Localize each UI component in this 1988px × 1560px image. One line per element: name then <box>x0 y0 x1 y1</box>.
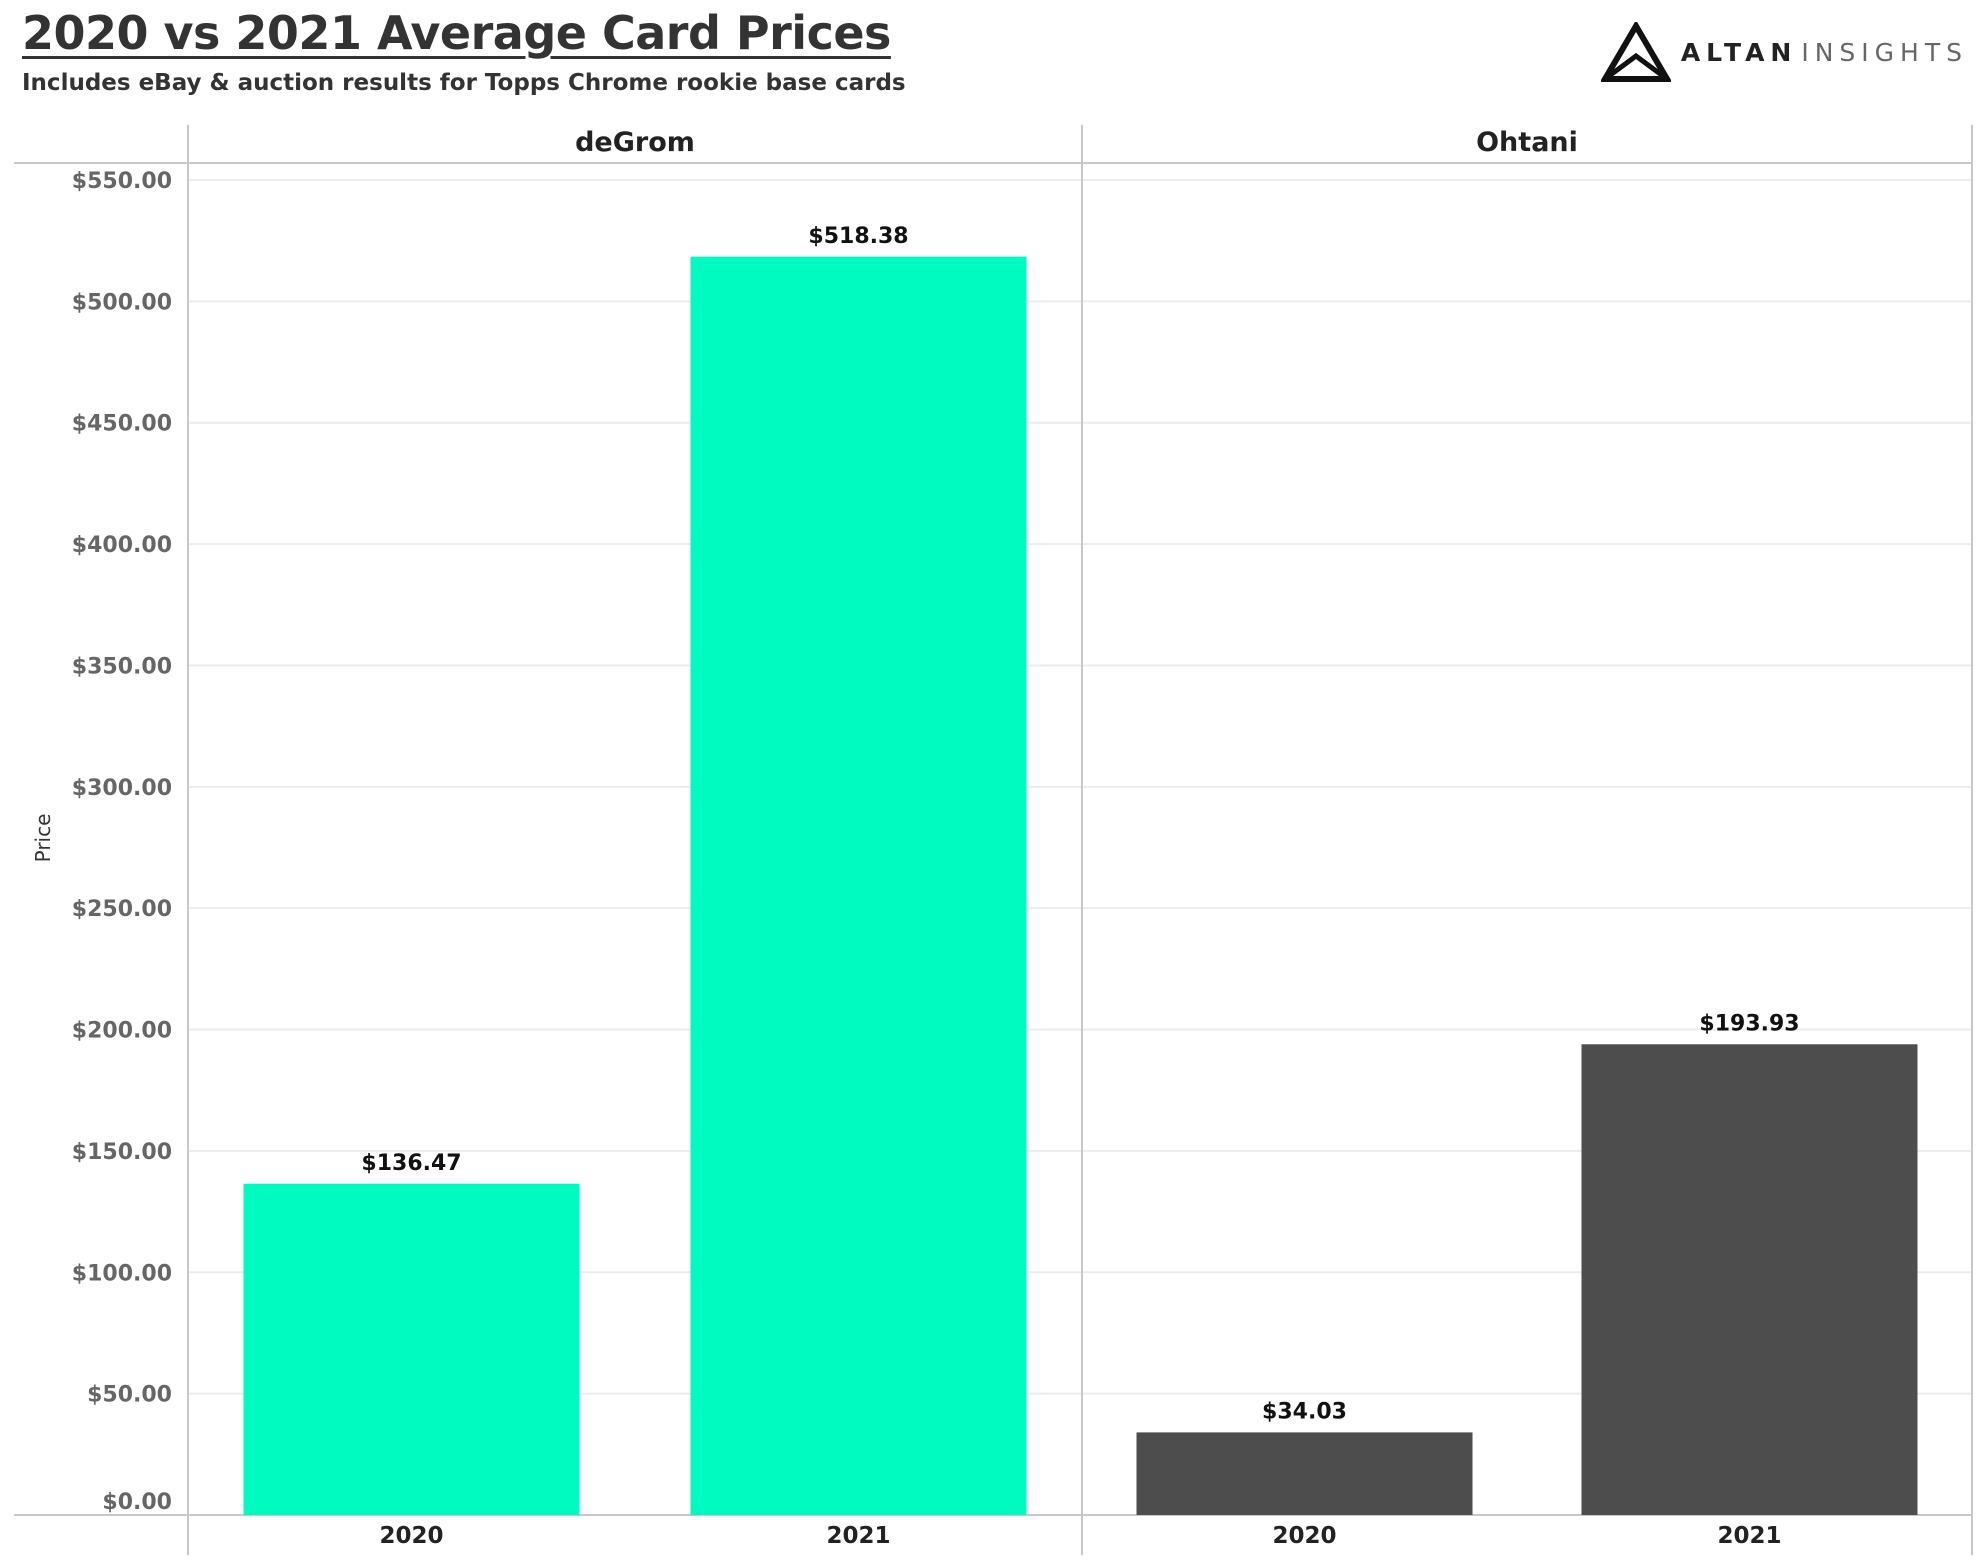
x-category-label: 2021 <box>826 1523 890 1549</box>
y-tick-label: $0.00 <box>102 1490 172 1515</box>
y-tick-label: $450.00 <box>72 412 172 437</box>
chart-subtitle: Includes eBay & auction results for Topp… <box>22 70 906 96</box>
brand-name-part1: ALTAN <box>1680 37 1798 67</box>
brand-name: ALTAN INSIGHTS <box>1681 38 1968 67</box>
bar-degrom-2021 <box>690 256 1027 1515</box>
data-label: $518.38 <box>808 224 908 249</box>
brand-name-part2: INSIGHTS <box>1801 37 1968 67</box>
y-tick-label: $550.00 <box>72 169 172 194</box>
gridlines <box>188 179 1972 1395</box>
y-tick-label: $350.00 <box>72 654 172 679</box>
bar-ohtani-2021 <box>1581 1044 1918 1515</box>
y-tick-label: $500.00 <box>72 290 172 315</box>
y-axis-title: Price <box>31 814 55 863</box>
y-tick-label: $300.00 <box>72 776 172 801</box>
bar-degrom-2020 <box>243 1183 580 1515</box>
bar-ohtani-2020 <box>1136 1432 1473 1515</box>
chart-title: 2020 vs 2021 Average Card Prices <box>22 6 891 60</box>
data-labels: $136.47 $518.38 $34.03 $193.93 <box>361 224 1799 1425</box>
data-label: $34.03 <box>1262 1399 1347 1424</box>
x-category-label: 2020 <box>379 1523 443 1549</box>
data-label: $193.93 <box>1699 1011 1799 1036</box>
x-axis-labels: 2020 2021 2020 2021 <box>379 1523 1781 1549</box>
bars <box>243 256 1918 1515</box>
x-category-label: 2021 <box>1717 1523 1781 1549</box>
data-label: $136.47 <box>361 1151 461 1176</box>
x-category-label: 2020 <box>1272 1523 1336 1549</box>
y-tick-label: $400.00 <box>72 533 172 558</box>
y-axis-ticks: $0.00 $50.00 $100.00 $150.00 $200.00 $250.00 $… <box>72 169 172 1515</box>
y-tick-label: $150.00 <box>72 1140 172 1165</box>
brand-logo: ALTAN INSIGHTS <box>1600 22 1968 82</box>
y-tick-label: $250.00 <box>72 897 172 922</box>
y-tick-label: $100.00 <box>72 1261 172 1286</box>
y-tick-label: $50.00 <box>87 1383 172 1408</box>
y-tick-label: $200.00 <box>72 1019 172 1044</box>
panel-headers: deGrom Ohtani <box>575 127 1578 158</box>
triangle-logo-icon <box>1600 22 1671 82</box>
panel-header-ohtani: Ohtani <box>1476 127 1578 158</box>
panel-header-degrom: deGrom <box>575 127 695 158</box>
